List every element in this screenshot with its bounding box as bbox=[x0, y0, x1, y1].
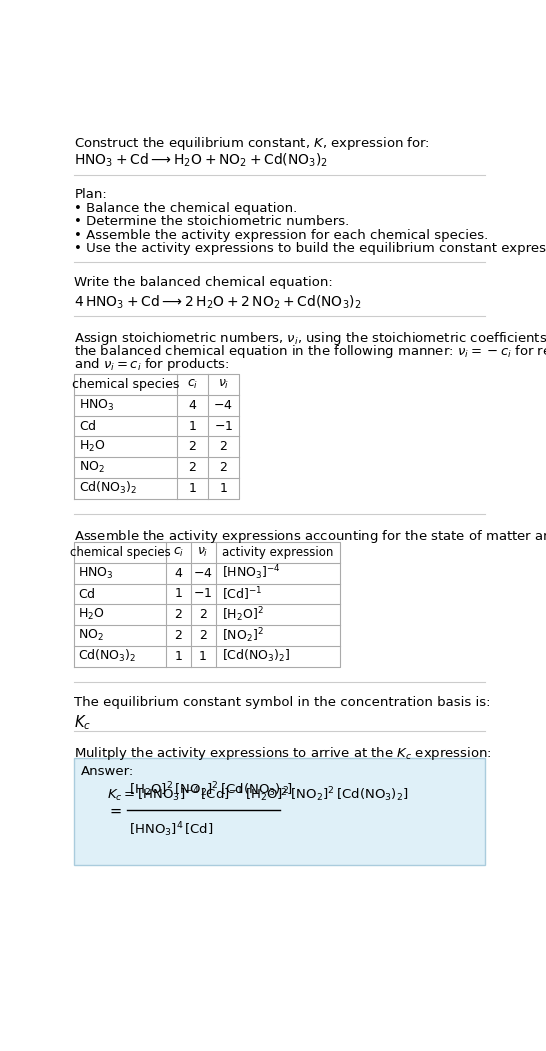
Text: $\mathrm{Cd}$: $\mathrm{Cd}$ bbox=[79, 419, 97, 433]
Text: $[\mathrm{Cd(NO_3)_2}]$: $[\mathrm{Cd(NO_3)_2}]$ bbox=[222, 648, 290, 664]
Text: 1: 1 bbox=[219, 482, 227, 495]
FancyBboxPatch shape bbox=[74, 758, 485, 865]
Text: $\mathrm{Cd(NO_3)_2}$: $\mathrm{Cd(NO_3)_2}$ bbox=[78, 648, 136, 664]
Text: Construct the equilibrium constant, $K$, expression for:: Construct the equilibrium constant, $K$,… bbox=[74, 135, 430, 151]
Text: $\mathrm{4\,HNO_3 + Cd \longrightarrow 2\,H_2O + 2\,NO_2 + Cd(NO_3)_2}$: $\mathrm{4\,HNO_3 + Cd \longrightarrow 2… bbox=[74, 293, 362, 311]
Text: 2: 2 bbox=[174, 628, 182, 642]
Text: 1: 1 bbox=[188, 419, 196, 433]
Text: Write the balanced chemical equation:: Write the balanced chemical equation: bbox=[74, 276, 333, 289]
Text: • Balance the chemical equation.: • Balance the chemical equation. bbox=[74, 203, 298, 215]
Text: $K_c$: $K_c$ bbox=[74, 713, 92, 731]
Text: 2: 2 bbox=[174, 609, 182, 621]
Text: $\mathrm{HNO_3}$: $\mathrm{HNO_3}$ bbox=[78, 565, 114, 580]
Text: 2: 2 bbox=[199, 609, 207, 621]
Text: Plan:: Plan: bbox=[74, 188, 107, 202]
Text: Answer:: Answer: bbox=[81, 765, 134, 778]
Text: $\mathrm{HNO_3}$: $\mathrm{HNO_3}$ bbox=[79, 397, 115, 413]
Text: • Use the activity expressions to build the equilibrium constant expression.: • Use the activity expressions to build … bbox=[74, 242, 546, 254]
Text: 4: 4 bbox=[174, 566, 182, 579]
Text: $[\mathrm{H_2O}]^{2}$: $[\mathrm{H_2O}]^{2}$ bbox=[222, 605, 264, 624]
Text: 2: 2 bbox=[219, 440, 227, 453]
Text: Assemble the activity expressions accounting for the state of matter and $\nu_i$: Assemble the activity expressions accoun… bbox=[74, 528, 546, 545]
Text: $[\mathrm{H_2O}]^{2}\,[\mathrm{NO_2}]^{2}\,[\mathrm{Cd(NO_3)_2}]$: $[\mathrm{H_2O}]^{2}\,[\mathrm{NO_2}]^{2… bbox=[129, 781, 292, 799]
Text: • Determine the stoichiometric numbers.: • Determine the stoichiometric numbers. bbox=[74, 215, 349, 228]
Text: $\mathrm{Cd(NO_3)_2}$: $\mathrm{Cd(NO_3)_2}$ bbox=[79, 480, 138, 496]
Text: 2: 2 bbox=[188, 440, 196, 453]
Text: $-1$: $-1$ bbox=[213, 419, 233, 433]
Text: $[\mathrm{HNO_3}]^{-4}$: $[\mathrm{HNO_3}]^{-4}$ bbox=[222, 563, 281, 582]
Text: and $\nu_i = c_i$ for products:: and $\nu_i = c_i$ for products: bbox=[74, 356, 230, 373]
Text: chemical species: chemical species bbox=[72, 378, 179, 391]
Text: 2: 2 bbox=[219, 461, 227, 474]
Text: 2: 2 bbox=[188, 461, 196, 474]
Text: $-4$: $-4$ bbox=[193, 566, 213, 579]
Text: $[\mathrm{Cd}]^{-1}$: $[\mathrm{Cd}]^{-1}$ bbox=[222, 585, 262, 602]
Text: $\mathrm{Cd}$: $\mathrm{Cd}$ bbox=[78, 586, 96, 601]
Text: $c_i$: $c_i$ bbox=[173, 545, 184, 559]
Text: chemical species: chemical species bbox=[70, 545, 170, 559]
Text: $\nu_i$: $\nu_i$ bbox=[198, 545, 209, 559]
Text: 1: 1 bbox=[199, 650, 207, 663]
Text: Assign stoichiometric numbers, $\nu_i$, using the stoichiometric coefficients, $: Assign stoichiometric numbers, $\nu_i$, … bbox=[74, 330, 546, 347]
Text: 1: 1 bbox=[188, 482, 196, 495]
Text: The equilibrium constant symbol in the concentration basis is:: The equilibrium constant symbol in the c… bbox=[74, 696, 491, 709]
Text: $\mathrm{HNO_3 + Cd \longrightarrow H_2O + NO_2 + Cd(NO_3)_2}$: $\mathrm{HNO_3 + Cd \longrightarrow H_2O… bbox=[74, 151, 329, 169]
Text: 2: 2 bbox=[199, 628, 207, 642]
Text: $[\mathrm{NO_2}]^{2}$: $[\mathrm{NO_2}]^{2}$ bbox=[222, 626, 263, 645]
Text: • Assemble the activity expression for each chemical species.: • Assemble the activity expression for e… bbox=[74, 228, 489, 242]
Text: activity expression: activity expression bbox=[222, 545, 333, 559]
Text: $\mathrm{NO_2}$: $\mathrm{NO_2}$ bbox=[78, 627, 104, 643]
Text: $-1$: $-1$ bbox=[193, 588, 213, 600]
Text: $[\mathrm{HNO_3}]^{4}\,[\mathrm{Cd}]$: $[\mathrm{HNO_3}]^{4}\,[\mathrm{Cd}]$ bbox=[129, 821, 213, 840]
Text: $\mathrm{NO_2}$: $\mathrm{NO_2}$ bbox=[79, 460, 105, 475]
Text: 1: 1 bbox=[174, 588, 182, 600]
Text: $K_c = [\mathrm{HNO_3}]^{-4}\,[\mathrm{Cd}]^{-1}\,[\mathrm{H_2O}]^{2}\,[\mathrm{: $K_c = [\mathrm{HNO_3}]^{-4}\,[\mathrm{C… bbox=[107, 785, 408, 804]
Text: 1: 1 bbox=[174, 650, 182, 663]
Text: $c_i$: $c_i$ bbox=[187, 378, 198, 391]
Text: Mulitply the activity expressions to arrive at the $K_c$ expression:: Mulitply the activity expressions to arr… bbox=[74, 745, 492, 762]
Text: $-4$: $-4$ bbox=[213, 398, 233, 412]
Text: the balanced chemical equation in the following manner: $\nu_i = -c_i$ for react: the balanced chemical equation in the fo… bbox=[74, 344, 546, 360]
Text: $\mathrm{H_2O}$: $\mathrm{H_2O}$ bbox=[78, 607, 105, 622]
Text: 4: 4 bbox=[188, 398, 196, 412]
Text: $\nu_i$: $\nu_i$ bbox=[217, 378, 229, 391]
Text: $=$: $=$ bbox=[107, 802, 122, 818]
Text: $\mathrm{H_2O}$: $\mathrm{H_2O}$ bbox=[79, 439, 106, 454]
